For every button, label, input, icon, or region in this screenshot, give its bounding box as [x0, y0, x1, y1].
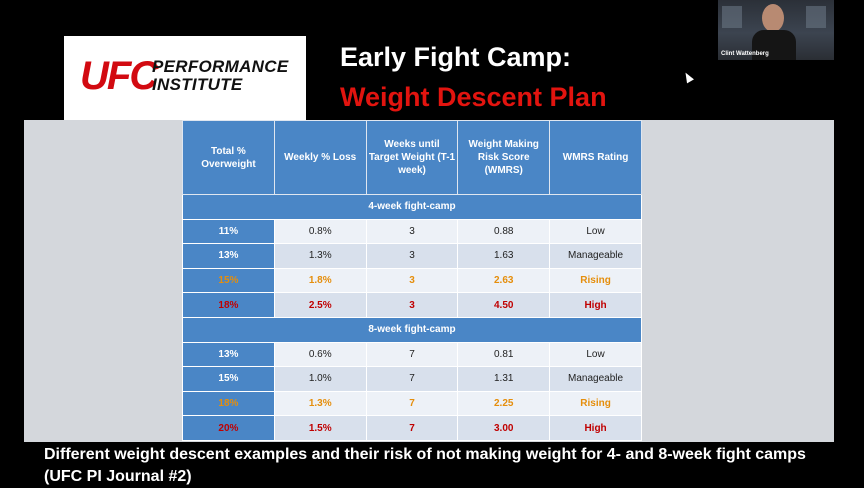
cell-rating: Low: [549, 218, 642, 245]
table-row: 13% 0.6% 7 0.81 Low: [182, 341, 642, 368]
table-row: 15% 1.0% 7 1.31 Manageable: [182, 366, 642, 392]
cell-rating: High: [549, 415, 642, 441]
mouse-cursor-icon: [682, 70, 694, 84]
section-4-week: 4-week fight-camp: [182, 194, 642, 220]
cell-wmrs: 3.00: [457, 415, 551, 441]
cell-weeks: 3: [365, 292, 459, 318]
cell-overweight: 18%: [182, 390, 275, 417]
cell-weeks: 7: [365, 366, 459, 392]
cell-weeks: 3: [365, 243, 459, 269]
cell-wmrs: 1.63: [457, 243, 551, 269]
cell-weeks: 3: [365, 267, 459, 294]
table-row: 15% 1.8% 3 2.63 Rising: [182, 267, 642, 294]
cell-weeks: 7: [365, 390, 459, 417]
table-row: 11% 0.8% 3 0.88 Low: [182, 218, 642, 245]
video-caption: Different weight descent examples and th…: [44, 446, 806, 485]
logo-ufc-text: UFC: [80, 54, 158, 98]
cell-wmrs: 2.25: [457, 390, 551, 417]
cell-overweight: 18%: [182, 292, 275, 318]
speaker-name: Clint Wattenberg: [721, 51, 769, 57]
cell-rating: Manageable: [549, 366, 642, 392]
cell-rating: High: [549, 292, 642, 318]
cell-wmrs: 0.81: [457, 341, 551, 368]
cell-wmrs: 0.88: [457, 218, 551, 245]
speaker-body: [752, 30, 796, 60]
header-wmrs-rating: WMRS Rating: [549, 120, 642, 195]
section-row: 4-week fight-camp: [182, 194, 642, 220]
table-row: 18% 2.5% 3 4.50 High: [182, 292, 642, 318]
table-row: 20% 1.5% 7 3.00 High: [182, 415, 642, 441]
header-weeks-until-target: Weeks until Target Weight (T-1 week): [365, 120, 459, 195]
cell-rating: Manageable: [549, 243, 642, 269]
cell-rating: Low: [549, 341, 642, 368]
weight-descent-table: Total % Overweight Weekly % Loss Weeks u…: [182, 120, 642, 441]
slide-title: Early Fight Camp:: [340, 42, 572, 72]
ufc-pi-logo: UFC PERFORMANCE INSTITUTE: [64, 36, 306, 120]
section-8-week: 8-week fight-camp: [182, 316, 642, 343]
table-row: 18% 1.3% 7 2.25 Rising: [182, 390, 642, 417]
cell-overweight: 13%: [182, 243, 275, 269]
cell-weekly-loss: 1.0%: [273, 366, 367, 392]
cell-weeks: 3: [365, 218, 459, 245]
cell-wmrs: 2.63: [457, 267, 551, 294]
speaker-head: [762, 4, 784, 32]
cell-weekly-loss: 0.6%: [273, 341, 367, 368]
logo-line-2: INSTITUTE: [152, 75, 243, 94]
cell-overweight: 13%: [182, 341, 275, 368]
background-window: [722, 6, 742, 28]
cell-overweight: 20%: [182, 415, 275, 441]
table-row: 13% 1.3% 3 1.63 Manageable: [182, 243, 642, 269]
header-total-overweight: Total % Overweight: [182, 120, 275, 195]
cell-weekly-loss: 1.8%: [273, 267, 367, 294]
header-wmrs: Weight Making Risk Score (WMRS): [457, 120, 551, 195]
cell-weekly-loss: 2.5%: [273, 292, 367, 318]
cell-weekly-loss: 1.5%: [273, 415, 367, 441]
cell-overweight: 15%: [182, 267, 275, 294]
cell-wmrs: 1.31: [457, 366, 551, 392]
cell-overweight: 15%: [182, 366, 275, 392]
cell-weeks: 7: [365, 415, 459, 441]
section-row: 8-week fight-camp: [182, 316, 642, 343]
cell-weekly-loss: 1.3%: [273, 390, 367, 417]
logo-wordmark: PERFORMANCE INSTITUTE: [152, 58, 288, 94]
speaker-webcam-thumbnail[interactable]: Clint Wattenberg: [718, 0, 834, 60]
cell-overweight: 11%: [182, 218, 275, 245]
background-window: [806, 6, 826, 28]
cell-weeks: 7: [365, 341, 459, 368]
cell-weekly-loss: 0.8%: [273, 218, 367, 245]
slide-subtitle: Weight Descent Plan: [340, 82, 607, 112]
cell-rating: Rising: [549, 267, 642, 294]
cell-wmrs: 4.50: [457, 292, 551, 318]
logo-line-1: PERFORMANCE: [152, 57, 289, 76]
table-header-row: Total % Overweight Weekly % Loss Weeks u…: [182, 120, 642, 195]
header-weekly-loss: Weekly % Loss: [273, 120, 367, 195]
cell-weekly-loss: 1.3%: [273, 243, 367, 269]
cell-rating: Rising: [549, 390, 642, 417]
